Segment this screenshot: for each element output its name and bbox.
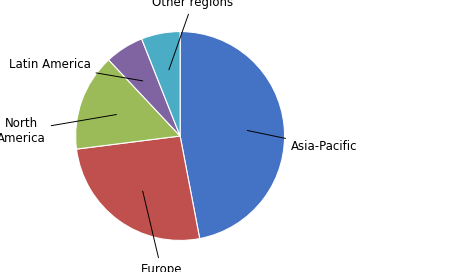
Wedge shape [142,32,180,136]
Wedge shape [109,39,180,136]
Wedge shape [76,136,200,240]
Text: Latin America: Latin America [9,58,143,81]
Wedge shape [180,32,284,239]
Text: Asia-Pacific: Asia-Pacific [247,131,357,153]
Text: Europe: Europe [141,191,182,272]
Text: North
America: North America [0,115,117,145]
Text: Other regions: Other regions [152,0,233,70]
Wedge shape [76,60,180,149]
